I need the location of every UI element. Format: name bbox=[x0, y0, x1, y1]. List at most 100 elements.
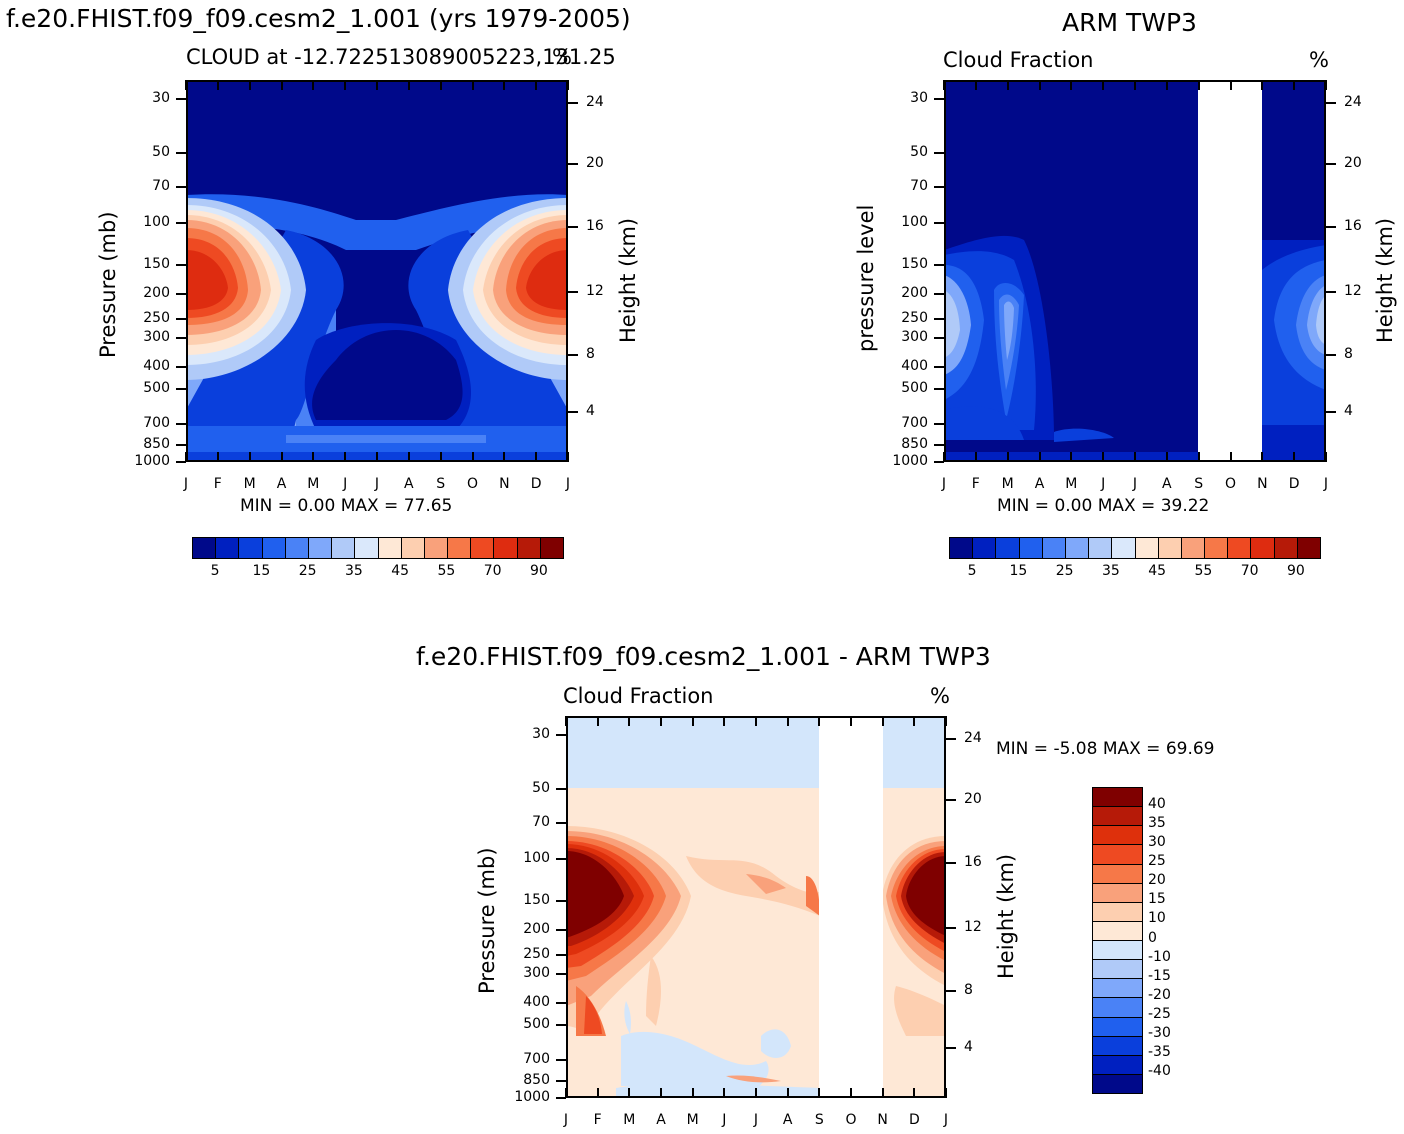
panel2-colorbar-label: 15 bbox=[1009, 563, 1028, 579]
panel3-xtick-mark bbox=[850, 1088, 852, 1098]
panel2-ytick-right: 16 bbox=[1344, 218, 1362, 235]
panel2-ytick: 30 bbox=[910, 90, 928, 107]
colorbar-swatch bbox=[1042, 538, 1066, 558]
panel1-ytick-right: 4 bbox=[586, 403, 595, 420]
panel3-xtick: J bbox=[753, 1112, 759, 1128]
panel3-xtick-mark-top bbox=[945, 716, 947, 726]
colorbar-swatch bbox=[1065, 538, 1090, 558]
panel3-ytick-mark bbox=[556, 1058, 566, 1061]
panel1-plot bbox=[186, 80, 568, 462]
panel2-colorbar-label: 25 bbox=[1055, 563, 1074, 579]
panel2-ytick: 200 bbox=[901, 284, 928, 301]
panel2-ytick-mark bbox=[934, 422, 944, 425]
colorbar-swatch bbox=[448, 538, 472, 558]
panel3-ytick: 300 bbox=[523, 964, 550, 981]
panel3-xtick-mark bbox=[723, 1088, 726, 1098]
panel1-xtick-mark-top bbox=[567, 80, 569, 90]
panel3-xtick-mark bbox=[945, 1088, 947, 1098]
panel3-units: % bbox=[930, 684, 950, 708]
panel1-xtick-mark-top bbox=[248, 80, 251, 90]
panel2-ytick-mark bbox=[934, 365, 944, 368]
colorbar-swatch bbox=[471, 538, 495, 558]
panel2-ytick: 50 bbox=[910, 143, 928, 160]
panel3-ytick-right-mark bbox=[946, 990, 956, 993]
panel3-ytick-right: 4 bbox=[964, 1039, 973, 1056]
panel2-ytick: 1000 bbox=[892, 453, 928, 469]
panel2-xtick: M bbox=[1001, 476, 1014, 492]
panel2-ytick-mark bbox=[934, 317, 944, 320]
panel3-xtick: S bbox=[814, 1112, 824, 1128]
panel2-ylabel: pressure level bbox=[854, 204, 878, 352]
panel1-ytick-right: 20 bbox=[586, 155, 604, 172]
panel1-ytick-right: 24 bbox=[586, 93, 604, 110]
panel1-ytick-mark bbox=[176, 264, 186, 267]
panel2-xtick-mark-top bbox=[943, 80, 945, 90]
panel2-ytick-mark bbox=[934, 185, 944, 188]
colorbar-swatch bbox=[1093, 1036, 1142, 1056]
panel1-ytick-mark bbox=[176, 185, 186, 188]
panel2-xtick-mark bbox=[974, 452, 977, 462]
panel1-xtick-mark bbox=[439, 452, 442, 462]
panel2-ytick-right: 4 bbox=[1344, 403, 1353, 420]
colorbar-swatch bbox=[378, 538, 402, 558]
panel2-ytick: 700 bbox=[901, 414, 928, 431]
panel1-xtick: A bbox=[276, 476, 287, 492]
panel3-colorbar-label: 0 bbox=[1148, 929, 1157, 946]
panel1-xtick-mark bbox=[312, 452, 315, 462]
panel1-ytick-mark bbox=[176, 422, 186, 425]
panel2-ytick-mark bbox=[934, 388, 944, 391]
panel1-xtick: N bbox=[499, 476, 510, 492]
panel3-xtick-mark bbox=[913, 1088, 916, 1098]
panel3-ytick: 500 bbox=[523, 1016, 550, 1033]
colorbar-swatch bbox=[285, 538, 309, 558]
panel3-xtick-mark-top bbox=[628, 716, 631, 726]
panel2-xtick-mark bbox=[1197, 452, 1200, 462]
panel2-xtick: A bbox=[1162, 476, 1172, 492]
panel1-xtick-mark-top bbox=[312, 80, 315, 90]
panel3-ytick-mark bbox=[556, 928, 566, 931]
panel3-xtick: M bbox=[623, 1112, 636, 1128]
panel2-minmax: MIN = 0.00 MAX = 39.22 bbox=[997, 496, 1210, 516]
panel2-xtick: D bbox=[1288, 476, 1300, 492]
panel1-xtick: M bbox=[243, 476, 256, 492]
panel3-colorbar-label: 35 bbox=[1148, 815, 1166, 832]
panel2-ytick-right-mark bbox=[1326, 163, 1336, 166]
colorbar-swatch bbox=[424, 538, 449, 558]
panel3-colorbar-label: 10 bbox=[1148, 910, 1166, 927]
panel3-ytick: 1000 bbox=[514, 1089, 550, 1105]
panel1-ytick: 70 bbox=[152, 177, 170, 194]
colorbar-swatch bbox=[308, 538, 333, 558]
panel1-xtick-mark bbox=[376, 452, 378, 462]
panel1-xtick: J bbox=[343, 476, 348, 492]
panel3-ytick-mark bbox=[556, 1097, 566, 1099]
panel2-ytick: 250 bbox=[901, 309, 928, 326]
panel3-xtick-mark bbox=[628, 1088, 631, 1098]
colorbar-swatch bbox=[996, 538, 1020, 558]
panel1-ytick-mark bbox=[176, 365, 186, 368]
panel2-xtick-mark-top bbox=[1102, 80, 1105, 90]
panel1-xtick: A bbox=[404, 476, 414, 492]
panel3-xtick-mark-top bbox=[818, 716, 821, 726]
panel1-ytick: 1000 bbox=[134, 453, 170, 469]
panel2-ytick-right: 20 bbox=[1344, 155, 1362, 172]
panel3-colorbar-label: 25 bbox=[1148, 853, 1166, 870]
panel3-ytick: 70 bbox=[532, 813, 550, 830]
colorbar-swatch bbox=[239, 538, 263, 558]
panel2-colorbar bbox=[949, 537, 1321, 559]
panel1-ytick-mark bbox=[176, 443, 186, 446]
panel3-ytick-mark bbox=[556, 1024, 566, 1027]
panel2-ytick-mark bbox=[934, 292, 944, 295]
colorbar-swatch bbox=[1093, 960, 1142, 980]
panel2-ylabel-right: Height (km) bbox=[1373, 217, 1397, 343]
panel1-xtick: F bbox=[213, 476, 222, 492]
panel2-xtick-mark bbox=[943, 452, 945, 462]
panel3-ytick: 200 bbox=[523, 920, 550, 937]
panel3-ytick-right: 24 bbox=[964, 729, 982, 746]
panel3-ytick-right-mark bbox=[946, 1047, 956, 1050]
panel3-xtick-mark-top bbox=[786, 716, 789, 726]
panel1-xtick-mark-top bbox=[376, 80, 378, 90]
panel3-colorbar-label: 30 bbox=[1148, 834, 1166, 851]
panel3-colorbar-label: -10 bbox=[1148, 948, 1171, 965]
panel2-ytick-right-mark bbox=[1326, 101, 1336, 104]
panel3-xtick: D bbox=[908, 1112, 920, 1128]
